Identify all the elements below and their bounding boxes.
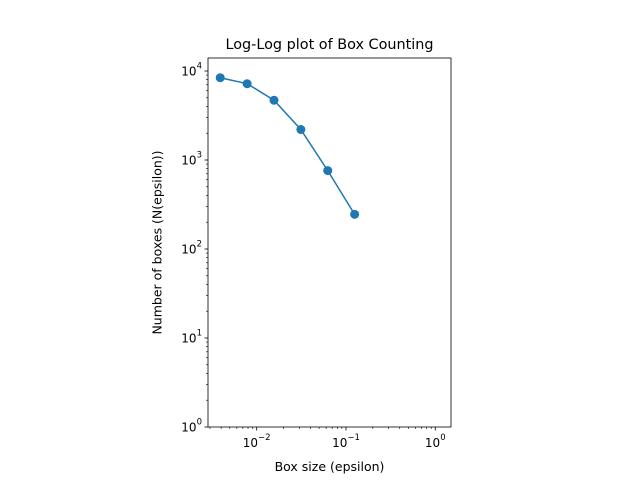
- x-tick-label-exponent: −2: [258, 433, 271, 443]
- y-axis-label: Number of boxes (N(epsilon)): [150, 150, 165, 334]
- x-tick-label-base: 10: [243, 436, 258, 450]
- data-point: [296, 125, 306, 135]
- x-axis-ticks: 10−2 10−1 100: [243, 427, 446, 450]
- data-point: [242, 79, 252, 89]
- y-tick-label-base: 10: [181, 421, 196, 435]
- x-axis-label: Box size (epsilon): [275, 459, 385, 474]
- y-tick-label-exponent: 3: [197, 151, 202, 161]
- y-tick-label-base: 10: [181, 332, 196, 346]
- x-tick-label: 10−1: [332, 433, 360, 450]
- y-tick-label-exponent: 1: [197, 329, 202, 339]
- y-tick-label-base: 10: [181, 65, 196, 79]
- series-line: [220, 77, 356, 215]
- y-tick-label-exponent: 2: [197, 240, 202, 250]
- series-layer: [215, 73, 360, 219]
- x-tick-label-exponent: 0: [440, 433, 445, 443]
- y-tick-label-base: 10: [181, 243, 196, 257]
- x-tick-label-base: 10: [425, 436, 440, 450]
- chart-title: Log-Log plot of Box Counting: [225, 37, 433, 53]
- data-point: [350, 209, 360, 219]
- y-tick-label-exponent: 4: [197, 62, 202, 72]
- data-point: [269, 95, 279, 105]
- y-tick-label: 102: [181, 240, 202, 257]
- x-tick-label-exponent: −1: [347, 433, 360, 443]
- data-point: [323, 166, 333, 176]
- y-tick-label-base: 10: [181, 154, 196, 168]
- x-tick-label: 100: [425, 433, 446, 450]
- y-tick-label: 100: [181, 418, 202, 435]
- plot-area: [208, 58, 451, 427]
- y-tick-label-exponent: 0: [197, 418, 202, 428]
- y-tick-label: 104: [181, 62, 202, 79]
- data-point: [215, 73, 225, 83]
- y-tick-label: 103: [181, 151, 202, 168]
- x-tick-label-base: 10: [332, 436, 347, 450]
- y-tick-label: 101: [181, 329, 202, 346]
- axes-frame: [207, 57, 452, 428]
- x-tick-label: 10−2: [243, 433, 271, 450]
